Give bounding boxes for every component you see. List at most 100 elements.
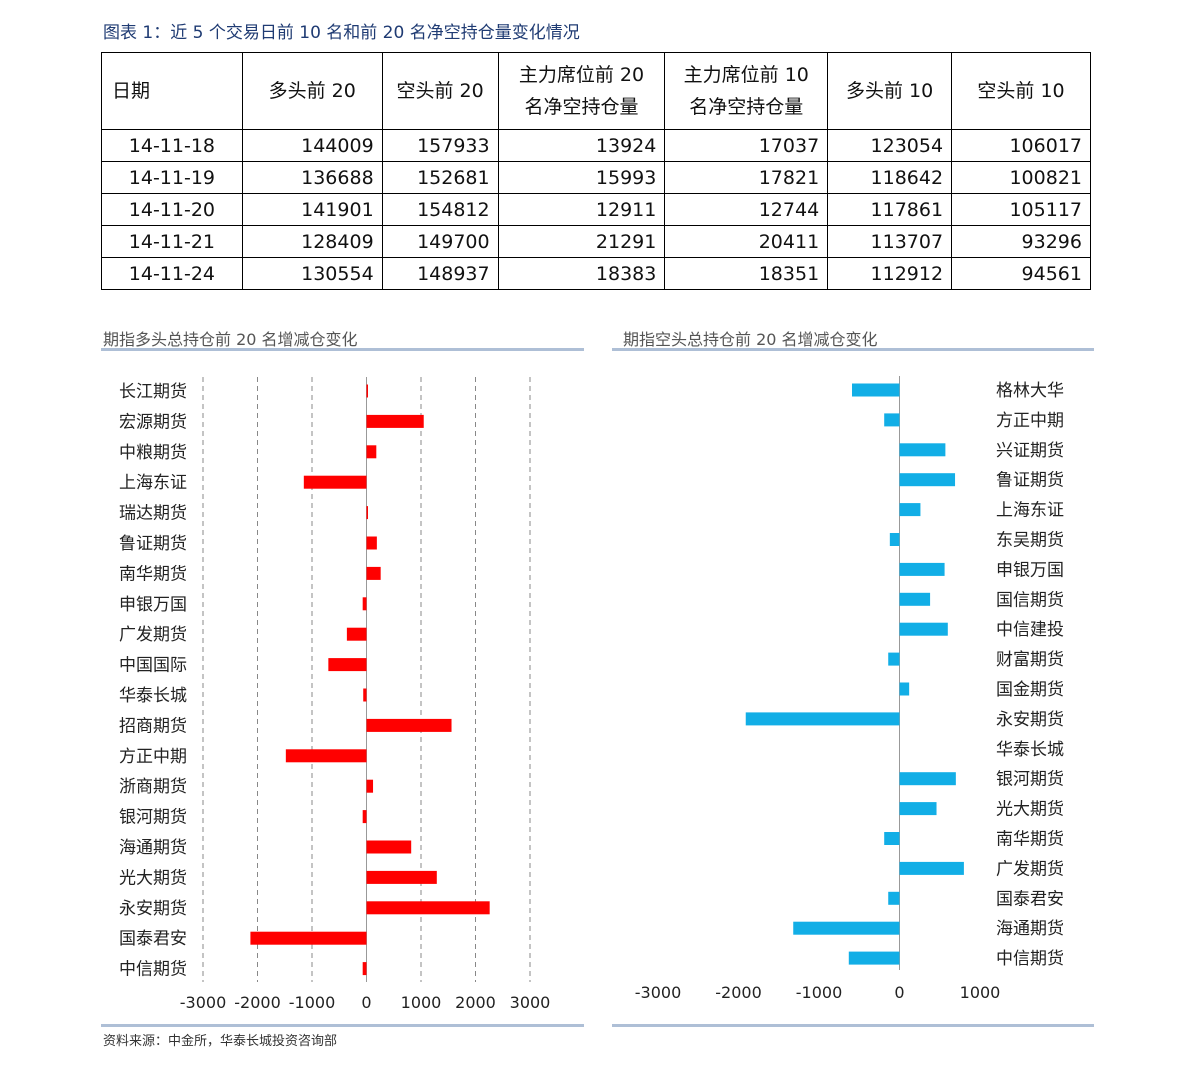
category-label: 光大期货 — [119, 868, 187, 888]
category-label: 海通期货 — [119, 838, 187, 858]
category-label: 方正中期 — [119, 747, 187, 767]
category-label: 中信建投 — [996, 620, 1064, 640]
bar — [366, 536, 377, 550]
category-label: 招商期货 — [119, 716, 187, 736]
bar — [884, 832, 900, 845]
bar — [366, 901, 490, 915]
category-label: 东吴期货 — [996, 531, 1064, 551]
bar — [366, 414, 424, 428]
net-short-table: 日期 多头前 20 空头前 20 主力席位前 20 名净空持仓量 主力席位前 1… — [101, 52, 1091, 290]
bar — [363, 688, 367, 702]
cell-value: 148937 — [381, 257, 499, 290]
category-label: 鲁证期货 — [996, 471, 1064, 491]
short-position-change-chart: 格林大华方正中期兴证期货鲁证期货上海东证东吴期货申银万国国信期货中信建投财富期货… — [635, 376, 1064, 1002]
category-label: 国泰君安 — [996, 889, 1064, 909]
bar — [303, 475, 367, 489]
cell-value: 141901 — [241, 193, 383, 226]
table-row: 14-11-18 144009 157933 13924 17037 12305… — [101, 129, 1091, 162]
cell-value: 157933 — [381, 129, 499, 162]
cell-value: 149700 — [381, 225, 499, 258]
x-tick-label: -3000 — [635, 983, 682, 1002]
category-label: 方正中期 — [996, 411, 1064, 431]
bar — [366, 445, 377, 459]
category-label: 格林大华 — [996, 381, 1064, 401]
cell-value: 20411 — [664, 225, 829, 258]
cell-value: 117861 — [827, 193, 953, 226]
bar — [899, 473, 956, 487]
bar — [285, 749, 367, 763]
bar — [899, 503, 921, 517]
cell-date: 14-11-18 — [101, 129, 243, 162]
cell-value: 18383 — [497, 257, 666, 290]
cell-value: 94561 — [951, 257, 1091, 290]
category-label: 中信期货 — [119, 960, 187, 980]
header-net20: 主力席位前 20 名净空持仓量 — [497, 52, 666, 130]
cell-date: 14-11-20 — [101, 193, 243, 226]
cell-value: 17821 — [664, 161, 829, 194]
x-tick-label: 3000 — [510, 993, 551, 1012]
category-label: 南华期货 — [996, 830, 1064, 850]
bar — [848, 951, 900, 965]
category-label: 申银万国 — [119, 595, 187, 615]
bar — [899, 682, 910, 696]
category-label: 广发期货 — [996, 859, 1064, 879]
cell-value: 118642 — [827, 161, 953, 194]
cell-value: 21291 — [497, 225, 666, 258]
bar — [888, 652, 900, 666]
bar — [899, 861, 964, 875]
category-label: 银河期货 — [119, 808, 187, 828]
bar — [889, 533, 900, 546]
category-label: 国金期货 — [996, 680, 1064, 700]
header-long20: 多头前 20 — [241, 52, 383, 130]
bar — [793, 921, 900, 935]
category-label: 海通期货 — [996, 919, 1064, 939]
category-label: 中粮期货 — [119, 443, 187, 463]
x-tick-label: -1000 — [796, 983, 843, 1002]
left-bottom-rule — [101, 1024, 584, 1027]
category-label: 宏源期货 — [119, 412, 187, 432]
table-row: 14-11-19 136688 152681 15993 17821 11864… — [101, 161, 1091, 194]
cell-value: 12911 — [497, 193, 666, 226]
category-label: 上海东证 — [119, 473, 187, 493]
bar — [366, 840, 412, 854]
table-row: 14-11-21 128409 149700 21291 20411 11370… — [101, 225, 1091, 258]
x-tick-label: -2000 — [715, 983, 762, 1002]
cell-value: 106017 — [951, 129, 1091, 162]
category-label: 银河期货 — [996, 770, 1064, 790]
cell-value: 93296 — [951, 225, 1091, 258]
x-tick-label: 2000 — [455, 993, 496, 1012]
category-label: 申银万国 — [996, 560, 1064, 580]
table-header-row: 日期 多头前 20 空头前 20 主力席位前 20 名净空持仓量 主力席位前 1… — [101, 52, 1091, 130]
x-tick-label: -3000 — [180, 993, 227, 1012]
cell-value: 13924 — [497, 129, 666, 162]
category-label: 南华期货 — [119, 564, 187, 584]
x-tick-label: -2000 — [234, 993, 281, 1012]
bar — [899, 622, 948, 636]
category-label: 财富期货 — [996, 650, 1064, 670]
bar — [366, 384, 368, 398]
bar — [884, 413, 900, 427]
bar — [362, 597, 367, 611]
bar — [745, 712, 900, 726]
figure-caption: 图表 1：近 5 个交易日前 10 名和前 20 名净空持仓量变化情况 — [103, 23, 580, 43]
category-label: 华泰长城 — [119, 686, 187, 706]
cell-value: 144009 — [241, 129, 383, 162]
cell-value: 18351 — [664, 257, 829, 290]
cell-value: 128409 — [241, 225, 383, 258]
right-chart-title: 期指空头总持仓前 20 名增减仓变化 — [623, 330, 878, 349]
category-label: 瑞达期货 — [119, 504, 187, 524]
cell-value: 105117 — [951, 193, 1091, 226]
category-label: 永安期货 — [996, 710, 1064, 730]
cell-value: 15993 — [497, 161, 666, 194]
category-label: 浙商期货 — [119, 777, 187, 797]
category-label: 长江期货 — [119, 382, 187, 402]
bar — [888, 891, 900, 905]
category-label: 光大期货 — [996, 800, 1064, 820]
category-label: 中国国际 — [119, 656, 187, 676]
bar — [366, 506, 368, 520]
cell-value: 17037 — [664, 129, 829, 162]
bar — [366, 566, 381, 580]
bar — [346, 627, 367, 641]
header-short20: 空头前 20 — [381, 52, 499, 130]
bar — [362, 962, 367, 976]
